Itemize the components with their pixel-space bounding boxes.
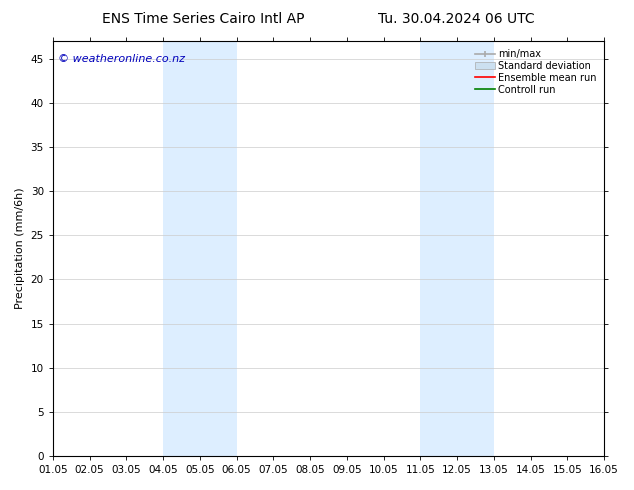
Text: Tu. 30.04.2024 06 UTC: Tu. 30.04.2024 06 UTC	[378, 12, 535, 26]
Y-axis label: Precipitation (mm/6h): Precipitation (mm/6h)	[15, 188, 25, 309]
Text: ENS Time Series Cairo Intl AP: ENS Time Series Cairo Intl AP	[101, 12, 304, 26]
Text: © weatheronline.co.nz: © weatheronline.co.nz	[58, 54, 185, 64]
Bar	[420, 41, 494, 456]
Bar	[163, 41, 236, 456]
Legend: min/max, Standard deviation, Ensemble mean run, Controll run: min/max, Standard deviation, Ensemble me…	[472, 46, 599, 98]
